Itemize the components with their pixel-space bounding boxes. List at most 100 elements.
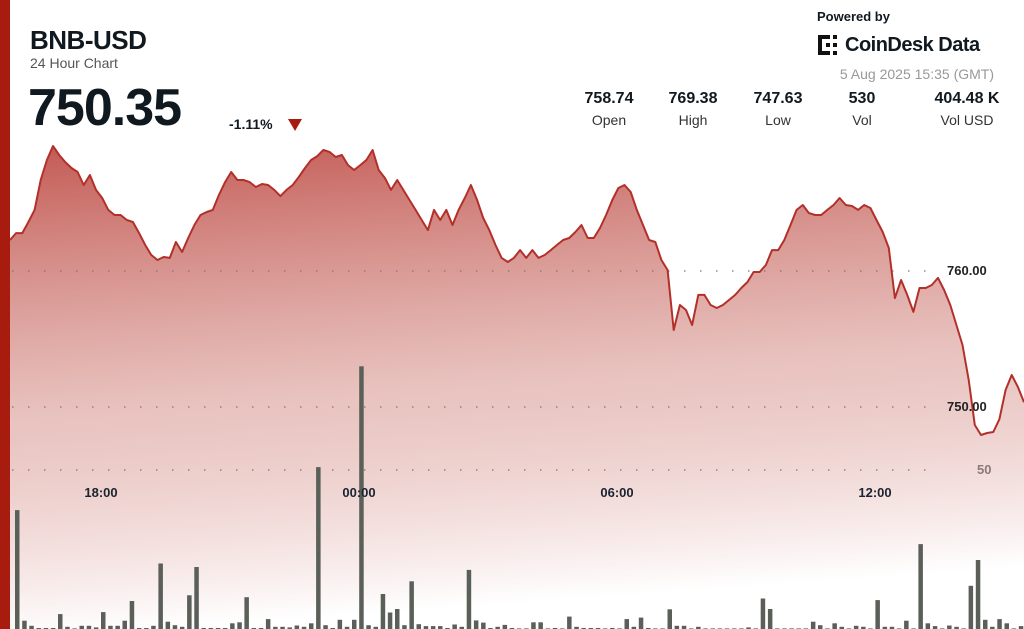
volume-bar — [990, 626, 995, 629]
volume-bar — [466, 569, 472, 629]
price-area — [10, 146, 1024, 629]
volume-bar — [323, 625, 328, 629]
volume-bar — [316, 467, 321, 629]
y-tick-label: 760.00 — [947, 263, 987, 278]
volume-tick-label: 50 — [977, 462, 992, 477]
volume-bar — [767, 609, 773, 629]
volume-bar — [179, 626, 185, 629]
volume-bar — [495, 626, 500, 629]
x-tick-label: 12:00 — [858, 485, 892, 500]
down-triangle-icon — [288, 119, 302, 131]
volume-bar — [638, 617, 644, 629]
x-tick-label: 00:00 — [342, 485, 376, 500]
volume-bar — [832, 623, 837, 629]
volume-bar — [696, 626, 701, 629]
volume-bar — [294, 625, 300, 629]
volume-bar — [86, 625, 92, 629]
volume-bar — [810, 621, 816, 629]
gridlines — [12, 270, 940, 471]
volume-bar — [158, 563, 163, 629]
price-change: -1.11% — [229, 116, 273, 132]
volume-bar — [430, 626, 436, 629]
volume-bar — [567, 616, 572, 629]
stat-value: 530 — [848, 90, 876, 107]
price-line — [9, 145, 1024, 436]
volume-bar — [882, 626, 888, 629]
volume-bar — [746, 627, 751, 629]
volume-bar — [481, 622, 486, 629]
volume-bar — [387, 612, 393, 629]
volume-bar — [889, 626, 895, 629]
volume-bar — [925, 623, 931, 629]
stat-label: Vol — [852, 112, 872, 128]
volume-bar — [853, 625, 859, 629]
volume-bar — [344, 626, 350, 629]
stat-value: 769.38 — [668, 90, 718, 107]
volume-bar — [681, 625, 687, 629]
volume-bar — [280, 626, 285, 629]
volume-bar — [65, 626, 70, 629]
volume-bar — [875, 600, 880, 629]
volume-bar — [165, 621, 171, 629]
volume-bar — [918, 544, 923, 629]
stat-low: 747.63 Low — [733, 90, 823, 128]
volume-bar — [115, 625, 120, 629]
coindesk-logo-icon — [818, 35, 837, 55]
volume-bar — [187, 595, 192, 629]
stat-label: Vol USD — [940, 112, 994, 128]
volume-bar — [502, 624, 508, 629]
volume-bar — [538, 622, 543, 629]
coindesk-logo: CoinDesk Data — [817, 33, 980, 57]
volume-bar — [352, 619, 357, 629]
volume-bar — [624, 619, 629, 629]
volume-bar — [172, 625, 178, 629]
volume-bar — [151, 625, 156, 629]
x-tick-label: 06:00 — [600, 485, 634, 500]
volume-bar — [122, 620, 127, 629]
volume-bar — [230, 623, 235, 629]
volume-bar — [452, 624, 457, 629]
volume-bar — [631, 626, 637, 629]
stat-high: 769.38 High — [648, 90, 738, 128]
volume-bar — [760, 598, 766, 629]
timestamp: 5 Aug 2025 15:35 (GMT) — [839, 66, 994, 82]
brand-name: CoinDesk Data — [845, 33, 980, 56]
volume-bar — [273, 626, 278, 629]
volume-bar — [244, 597, 249, 629]
volume-bar — [861, 626, 866, 629]
volume-bar — [194, 567, 199, 629]
volume-bar — [459, 626, 464, 629]
stat-vol: 530 Vol — [817, 90, 907, 128]
volume-bar — [531, 622, 536, 629]
volume-bar — [93, 627, 99, 629]
volume-bar — [473, 620, 479, 629]
volume-bar — [409, 581, 414, 629]
volume-bar — [101, 612, 106, 629]
chart-subtitle: 24 Hour Chart — [30, 55, 118, 71]
volume-bar — [373, 626, 378, 629]
volume-bar — [15, 510, 20, 629]
stat-vol-usd: 404.48 K Vol USD — [922, 90, 1012, 128]
volume-bar — [79, 625, 84, 629]
volume-bar — [265, 619, 271, 629]
volume-bar — [402, 625, 407, 629]
stat-value: 747.63 — [753, 90, 803, 107]
stat-open: 758.74 Open — [564, 90, 654, 128]
accent-bar — [0, 0, 10, 629]
volume-bar — [301, 626, 307, 629]
volume-bar — [309, 623, 314, 629]
volume-bar — [574, 626, 579, 629]
stat-label: Open — [591, 112, 627, 128]
volume-bar — [968, 585, 974, 629]
volume-bar — [904, 620, 909, 629]
volume-bar — [22, 620, 27, 629]
volume-bar — [954, 626, 959, 629]
x-tick-label: 18:00 — [84, 485, 118, 500]
volume-bar — [947, 625, 952, 629]
volume-bar — [108, 625, 113, 629]
current-price: 750.35 — [28, 79, 182, 137]
volume-bar — [287, 627, 292, 629]
volume-bar — [1004, 623, 1009, 629]
symbol-title: BNB-USD — [30, 25, 147, 55]
y-tick-label: 750.00 — [947, 399, 987, 414]
